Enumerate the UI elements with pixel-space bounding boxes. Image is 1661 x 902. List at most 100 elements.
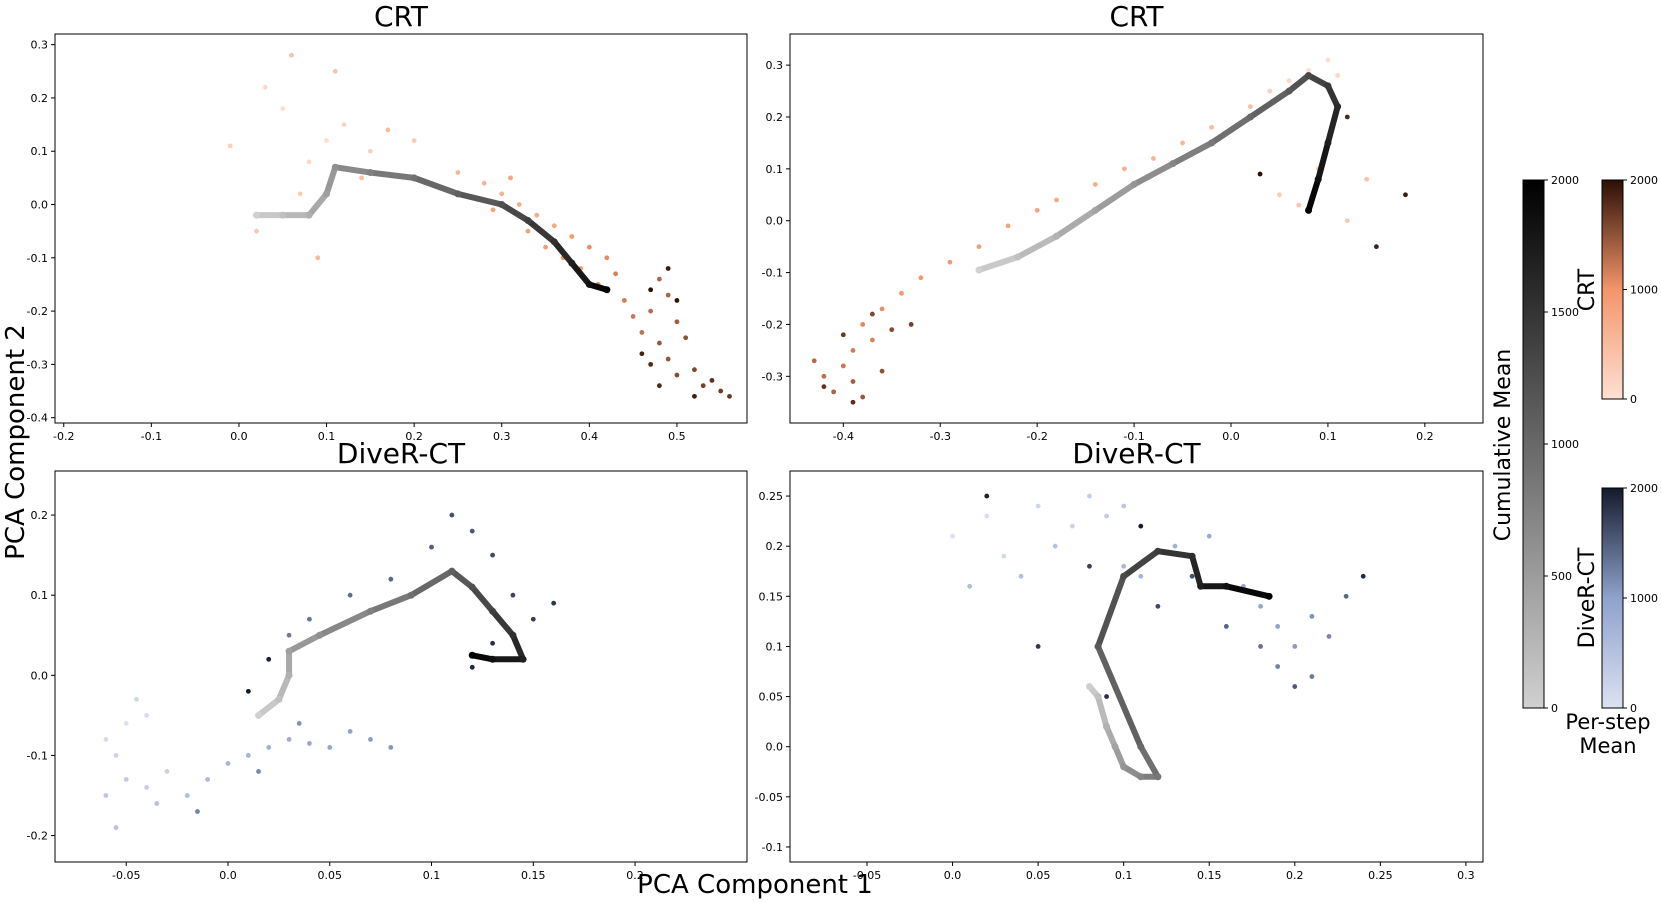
y-tick-label: 0.1 bbox=[31, 145, 49, 158]
per-step-point bbox=[245, 688, 251, 694]
cumulative-mean-point bbox=[1154, 773, 1162, 781]
diverct-colorbar-bar bbox=[1601, 487, 1624, 709]
cumulative-mean-point bbox=[1208, 139, 1216, 147]
y-tick-label: -0.2 bbox=[27, 305, 48, 318]
per-step-point bbox=[1180, 140, 1185, 146]
per-step-point bbox=[1267, 88, 1273, 94]
per-step-point bbox=[1373, 244, 1379, 250]
cumulative-mean-path bbox=[1085, 547, 1273, 781]
per-step-point bbox=[976, 244, 982, 250]
per-step-point bbox=[1275, 623, 1281, 629]
per-step-point bbox=[1223, 623, 1229, 629]
cumulative-mean-point bbox=[1103, 723, 1111, 731]
per-step-point bbox=[411, 138, 417, 143]
per-step-point bbox=[195, 809, 200, 814]
colorbar-tick-label: 1500 bbox=[1551, 306, 1579, 319]
per-step-point bbox=[324, 138, 329, 143]
cumulative-mean-segment bbox=[1208, 113, 1254, 146]
cumulative-mean-segment bbox=[498, 201, 532, 224]
per-step-caption-line1: Per-step bbox=[1565, 710, 1650, 734]
cumulative-mean-segment bbox=[551, 238, 575, 267]
per-step-point bbox=[307, 741, 312, 746]
per-step-point bbox=[718, 388, 724, 394]
y-tick-label: -0.3 bbox=[762, 370, 783, 383]
cumulative-mean-segment bbox=[1053, 207, 1099, 240]
x-tick-label: 0.5 bbox=[668, 430, 686, 443]
per-step-point bbox=[860, 394, 866, 400]
per-step-point bbox=[1247, 104, 1253, 110]
per-step-point bbox=[1052, 543, 1058, 549]
cumulative-colorbar-label: Cumulative Mean bbox=[1491, 349, 1516, 542]
x-tick-label: -0.2 bbox=[1026, 430, 1047, 443]
per-step-point bbox=[967, 583, 973, 589]
colorbar-tick-label: 1000 bbox=[1630, 592, 1658, 605]
per-step-point bbox=[543, 244, 548, 250]
per-step-point bbox=[205, 777, 211, 782]
per-step-point bbox=[530, 616, 536, 622]
cumulative-mean-segment bbox=[454, 190, 505, 208]
cumulative-mean-point bbox=[1014, 253, 1022, 261]
per-step-point bbox=[1104, 513, 1109, 519]
x-tick-label: 0.1 bbox=[423, 869, 441, 882]
cumulative-mean-point bbox=[1137, 743, 1145, 751]
cumulative-mean-point bbox=[1120, 763, 1128, 771]
per-step-point bbox=[621, 298, 627, 303]
x-tick-label: 0.25 bbox=[1368, 869, 1393, 882]
per-step-point bbox=[692, 393, 697, 399]
per-step-series bbox=[227, 52, 732, 399]
per-step-point bbox=[879, 306, 885, 312]
per-step-point bbox=[266, 745, 272, 750]
y-tick-label: 0.1 bbox=[766, 163, 784, 176]
cumulative-mean-segment bbox=[332, 164, 374, 176]
x-tick-label: 0.2 bbox=[405, 430, 423, 443]
per-step-point bbox=[1172, 543, 1178, 549]
per-step-point bbox=[332, 68, 338, 74]
cumulative-mean-point bbox=[498, 201, 506, 209]
per-step-point bbox=[1121, 166, 1127, 172]
cumulative-mean-point bbox=[1091, 206, 1099, 214]
per-step-point bbox=[123, 777, 129, 782]
per-step-point bbox=[1138, 573, 1144, 579]
y-tick-label: -0.3 bbox=[27, 358, 48, 371]
per-step-point bbox=[674, 372, 680, 378]
per-step-point bbox=[860, 322, 866, 327]
cumulative-mean-segment bbox=[1095, 573, 1127, 650]
per-step-point bbox=[490, 207, 496, 213]
colorbar-tick-label: 0 bbox=[1551, 702, 1558, 715]
per-step-point bbox=[1275, 664, 1281, 669]
crt-colorbar-bar bbox=[1601, 179, 1624, 400]
per-step-point bbox=[1189, 573, 1195, 579]
per-step-series bbox=[103, 512, 557, 830]
cumulative-mean-point bbox=[585, 280, 593, 288]
per-step-point bbox=[700, 383, 706, 389]
cumulative-mean-point bbox=[410, 174, 418, 182]
x-tick-label: -0.05 bbox=[853, 869, 881, 882]
per-step-point bbox=[1344, 114, 1350, 120]
cumulative-mean-point bbox=[550, 238, 558, 246]
x-tick-label: 0.3 bbox=[493, 430, 511, 443]
cumulative-mean-point bbox=[1324, 82, 1332, 90]
cumulative-mean-segment bbox=[469, 584, 496, 615]
cumulative-mean-segment bbox=[976, 254, 1021, 273]
per-step-point bbox=[1360, 573, 1366, 579]
x-tick-label: 0.1 bbox=[1115, 869, 1133, 882]
diverct-colorbar-ticks: 0 1000 2000 bbox=[1623, 482, 1658, 715]
cumulative-mean-point bbox=[489, 655, 497, 663]
per-step-point bbox=[1326, 634, 1332, 639]
cumulative-mean-segment bbox=[411, 174, 461, 197]
per-step-point bbox=[289, 52, 294, 58]
axes-frame bbox=[789, 470, 1484, 863]
per-step-point bbox=[1343, 593, 1349, 599]
per-step-point bbox=[455, 170, 461, 175]
per-step-point bbox=[950, 533, 955, 539]
cumulative-mean-segment bbox=[568, 260, 593, 288]
per-step-point bbox=[388, 745, 394, 750]
x-tick-label: 0.05 bbox=[1026, 869, 1051, 882]
cumulative-mean-segment bbox=[323, 164, 339, 197]
per-step-point bbox=[683, 335, 689, 341]
per-step-point bbox=[481, 180, 487, 186]
cumulative-mean-segment bbox=[1131, 160, 1176, 188]
cumulative-mean-point bbox=[1334, 103, 1342, 111]
per-step-point bbox=[908, 322, 914, 327]
cumulative-mean-point bbox=[1169, 160, 1177, 168]
